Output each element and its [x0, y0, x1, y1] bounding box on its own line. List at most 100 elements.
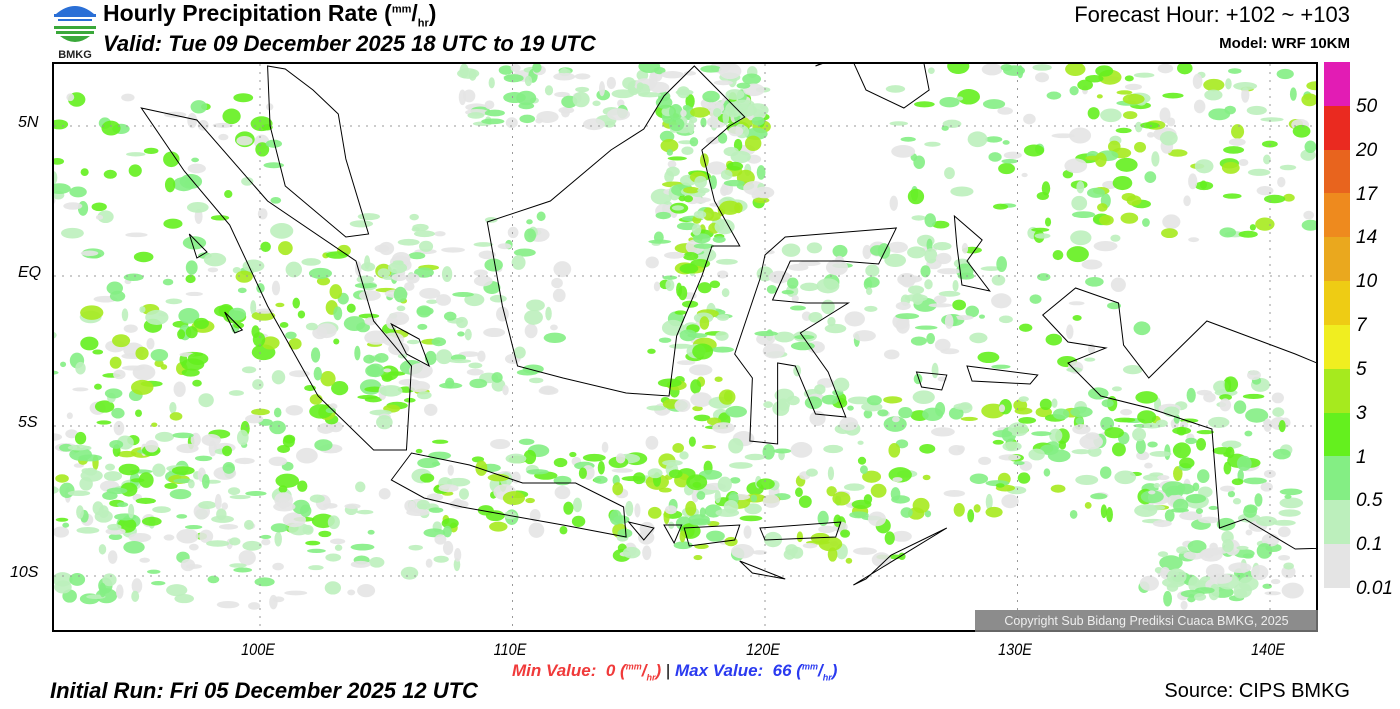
- precipitation-cell: [1052, 249, 1064, 261]
- colorbar-label: 17: [1356, 183, 1378, 205]
- precipitation-cell: [221, 502, 229, 510]
- precipitation-cell: [690, 107, 710, 118]
- precipitation-cell: [823, 444, 844, 454]
- precipitation-cell: [750, 494, 758, 503]
- precipitation-cell: [113, 369, 126, 380]
- precipitation-cell: [154, 431, 174, 442]
- precipitation-cell: [859, 465, 868, 475]
- precipitation-cell: [66, 412, 73, 420]
- precipitation-cell: [1187, 540, 1207, 554]
- precipitation-cell: [1031, 431, 1052, 437]
- precipitation-cell: [529, 508, 541, 522]
- precipitation-cell: [1222, 539, 1234, 553]
- precipitation-cell: [900, 507, 913, 518]
- precipitation-cell: [1203, 78, 1225, 92]
- precipitation-cell: [642, 545, 652, 561]
- precipitation-cell: [445, 377, 455, 389]
- precipitation-cell: [712, 107, 722, 118]
- precipitation-cell: [1292, 124, 1311, 138]
- precipitation-cell: [914, 325, 938, 330]
- precipitation-cell: [1051, 398, 1058, 408]
- precipitation-cell: [714, 219, 735, 235]
- precipitation-cell: [952, 279, 959, 292]
- precipitation-cell: [310, 347, 321, 363]
- precipitation-cell: [278, 241, 293, 256]
- precipitation-cell: [424, 403, 438, 416]
- precipitation-cell: [106, 487, 128, 495]
- precipitation-cell: [1147, 441, 1158, 448]
- precipitation-cell: [1179, 511, 1203, 521]
- precipitation-cell: [1142, 504, 1166, 511]
- precipitation-cell: [60, 361, 67, 368]
- precipitation-cell: [404, 499, 416, 512]
- precipitation-cell: [832, 244, 848, 258]
- precipitation-cell: [214, 493, 222, 510]
- precipitation-cell: [1162, 214, 1181, 230]
- precipitation-cell: [967, 509, 975, 523]
- precipitation-cell: [1219, 227, 1237, 238]
- precipitation-cell: [668, 104, 683, 121]
- precipitation-cell: [1065, 64, 1086, 77]
- precipitation-cell: [299, 504, 312, 518]
- precipitation-cell: [198, 501, 217, 509]
- precipitation-cell: [232, 266, 241, 274]
- precipitation-cell: [1021, 172, 1028, 178]
- precipitation-cell: [818, 536, 843, 552]
- precipitation-cell: [243, 519, 254, 530]
- precipitation-cell: [98, 544, 107, 555]
- coastline-siberut: [224, 311, 244, 334]
- precipitation-cell: [229, 563, 247, 568]
- precipitation-cell: [236, 136, 253, 146]
- precipitation-cell: [203, 252, 227, 267]
- precipitation-cell: [1126, 195, 1142, 206]
- precipitation-cell: [166, 584, 188, 597]
- precipitation-cell: [374, 353, 389, 363]
- precipitation-cell: [1144, 462, 1153, 469]
- precipitation-cell: [997, 107, 1013, 115]
- precipitation-cell: [685, 500, 697, 516]
- precipitation-cell: [55, 517, 69, 522]
- precipitation-cell: [550, 324, 558, 331]
- precipitation-cell: [683, 252, 699, 261]
- precipitation-cell: [1123, 111, 1138, 120]
- precipitation-cell: [211, 515, 234, 523]
- precipitation-cell: [914, 101, 935, 108]
- precipitation-cell: [409, 213, 419, 221]
- precipitation-cell: [679, 530, 686, 543]
- precipitation-cell: [355, 481, 366, 493]
- precipitation-cell: [1194, 159, 1214, 174]
- precipitation-cell: [1195, 508, 1204, 514]
- precipitation-cell: [255, 142, 270, 157]
- precipitation-cell: [1050, 484, 1066, 493]
- precipitation-cell: [165, 298, 183, 305]
- precipitation-cell: [943, 490, 966, 497]
- precipitation-cell: [441, 247, 465, 253]
- precipitation-cell: [960, 416, 978, 421]
- precipitation-cell: [700, 65, 722, 73]
- precipitation-cell: [866, 395, 882, 406]
- precipitation-cell: [660, 71, 684, 79]
- precipitation-cell: [814, 384, 826, 395]
- precipitation-cell: [1045, 333, 1063, 346]
- precipitation-cell: [94, 383, 102, 390]
- precipitation-cell: [706, 530, 725, 542]
- precipitation-cell: [1096, 94, 1103, 99]
- precipitation-cell: [862, 244, 872, 260]
- precipitation-cell: [433, 555, 449, 563]
- precipitation-cell: [532, 64, 542, 73]
- precipitation-cell: [965, 305, 980, 318]
- precipitation-cell: [1052, 408, 1070, 420]
- precipitation-cell: [101, 120, 121, 136]
- precipitation-cell: [329, 284, 343, 300]
- precipitation-cell: [431, 337, 447, 347]
- precipitation-cell: [731, 544, 755, 559]
- precipitation-cell: [1196, 429, 1214, 435]
- min-value: 0: [605, 661, 616, 680]
- precipitation-cell: [349, 220, 374, 228]
- precipitation-cell: [688, 436, 696, 447]
- precipitation-cell: [1079, 434, 1103, 450]
- coastline-malaya: [267, 65, 370, 238]
- precipitation-cell: [192, 379, 202, 387]
- precipitation-cell: [397, 238, 420, 246]
- precipitation-cell: [953, 502, 965, 517]
